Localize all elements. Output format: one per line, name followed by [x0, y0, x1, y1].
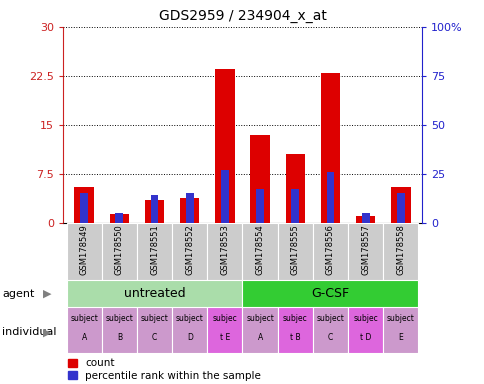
Bar	[66, 223, 102, 280]
Text: subject: subject	[316, 314, 344, 323]
Bar	[109, 214, 129, 223]
Text: GSM178551: GSM178551	[150, 224, 159, 275]
Bar	[391, 187, 409, 223]
Text: subject: subject	[246, 314, 273, 323]
Bar	[382, 223, 418, 280]
Text: t E: t E	[219, 333, 229, 342]
Text: subjec: subjec	[282, 314, 307, 323]
Text: ▶: ▶	[43, 327, 51, 337]
Text: E: E	[398, 333, 402, 342]
Bar	[277, 307, 312, 353]
Bar	[172, 223, 207, 280]
Bar	[242, 307, 277, 353]
Bar	[145, 200, 164, 223]
Bar	[136, 223, 172, 280]
Bar	[215, 70, 234, 223]
Bar	[66, 307, 102, 353]
Text: GSM178549: GSM178549	[79, 224, 89, 275]
Text: GSM178550: GSM178550	[115, 224, 123, 275]
Text: subjec: subjec	[212, 314, 237, 323]
Bar	[115, 213, 123, 223]
Bar	[291, 189, 299, 223]
Bar	[348, 307, 382, 353]
Bar	[285, 154, 304, 223]
Text: A: A	[257, 333, 262, 342]
Text: subject: subject	[175, 314, 203, 323]
Bar	[172, 307, 207, 353]
Bar	[242, 280, 418, 307]
Text: individual: individual	[2, 327, 57, 337]
Text: GSM178552: GSM178552	[185, 224, 194, 275]
Bar	[185, 194, 193, 223]
Text: GSM178554: GSM178554	[255, 224, 264, 275]
Bar	[136, 307, 172, 353]
Bar	[396, 194, 404, 223]
Bar	[382, 307, 418, 353]
Bar	[256, 189, 263, 223]
Text: GSM178555: GSM178555	[290, 224, 299, 275]
Bar	[250, 135, 269, 223]
Text: subjec: subjec	[352, 314, 377, 323]
Text: GSM178553: GSM178553	[220, 224, 229, 275]
Title: GDS2959 / 234904_x_at: GDS2959 / 234904_x_at	[158, 9, 326, 23]
Bar	[75, 187, 93, 223]
Bar	[102, 307, 136, 353]
Bar	[80, 194, 88, 223]
Text: D: D	[186, 333, 192, 342]
Legend: count, percentile rank within the sample: count, percentile rank within the sample	[68, 359, 260, 381]
Text: t D: t D	[359, 333, 371, 342]
Text: GSM178556: GSM178556	[325, 224, 334, 275]
Text: C: C	[151, 333, 157, 342]
Text: C: C	[327, 333, 333, 342]
Text: GSM178557: GSM178557	[361, 224, 369, 275]
Bar	[326, 172, 333, 223]
Bar	[207, 307, 242, 353]
Bar	[180, 198, 199, 223]
Bar	[312, 223, 348, 280]
Text: B: B	[117, 333, 121, 342]
Bar	[277, 223, 312, 280]
Text: agent: agent	[2, 289, 35, 299]
Text: A: A	[81, 333, 87, 342]
Text: t B: t B	[289, 333, 300, 342]
Text: subject: subject	[70, 314, 98, 323]
Bar	[320, 73, 339, 223]
Text: subject: subject	[386, 314, 414, 323]
Text: subject: subject	[140, 314, 168, 323]
Bar	[151, 195, 158, 223]
Bar	[221, 170, 228, 223]
Bar	[66, 280, 242, 307]
Text: GSM178558: GSM178558	[395, 224, 405, 275]
Text: ▶: ▶	[43, 289, 51, 299]
Text: untreated: untreated	[123, 287, 185, 300]
Text: G-CSF: G-CSF	[311, 287, 349, 300]
Bar	[312, 307, 348, 353]
Bar	[207, 223, 242, 280]
Bar	[348, 223, 382, 280]
Bar	[102, 223, 136, 280]
Bar	[242, 223, 277, 280]
Text: subject: subject	[105, 314, 133, 323]
Bar	[355, 216, 375, 223]
Bar	[361, 213, 369, 223]
